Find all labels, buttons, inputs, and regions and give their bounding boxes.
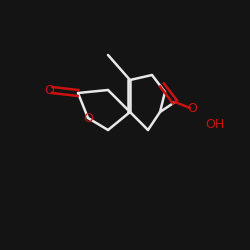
Text: OH: OH	[205, 118, 224, 132]
Text: O: O	[83, 112, 93, 124]
Text: O: O	[44, 84, 54, 96]
Text: O: O	[188, 102, 198, 114]
